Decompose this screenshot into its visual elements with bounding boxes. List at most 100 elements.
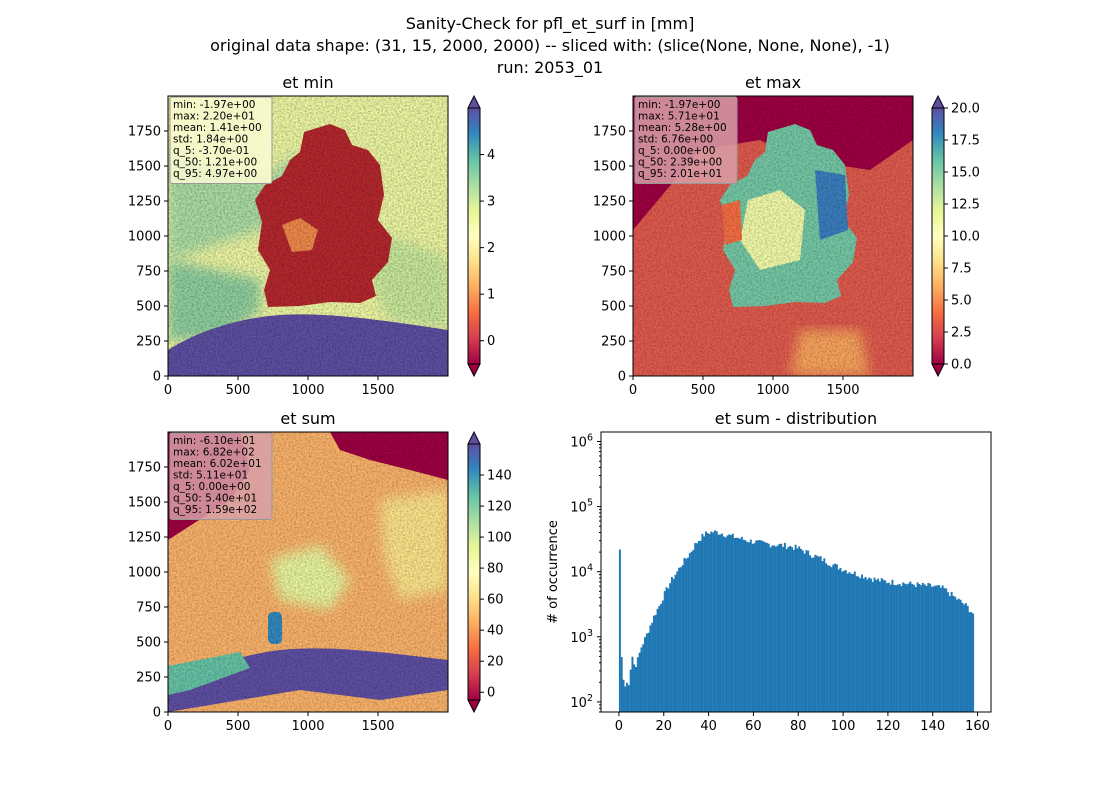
y-tick-label: 1250 <box>128 531 161 546</box>
colorbar-tick-label: 80 <box>487 562 504 577</box>
histogram-bar <box>631 656 634 712</box>
histogram-bar <box>803 553 806 712</box>
histogram-bar <box>694 543 697 712</box>
histogram-bar <box>844 570 847 712</box>
histogram-bar <box>932 586 935 712</box>
histogram-bar <box>724 537 727 712</box>
histogram-bar <box>939 587 942 712</box>
histogram-bar <box>740 536 743 712</box>
histogram-bar <box>767 543 770 712</box>
histogram-bar <box>791 547 794 712</box>
x-tick-label: 40 <box>700 719 717 734</box>
y-tick-base: 10 <box>570 631 587 646</box>
histogram-bar <box>918 583 921 712</box>
histogram-bar <box>878 581 881 712</box>
histogram-bar <box>635 666 638 712</box>
x-tick-label: 160 <box>965 719 990 734</box>
x-tick-label: 120 <box>875 719 900 734</box>
histogram-bar <box>950 591 953 712</box>
x-tick-label: 1500 <box>361 719 394 734</box>
histogram-bar <box>905 584 908 712</box>
heatmap-et-max-title: et max <box>745 73 801 92</box>
histogram-bar <box>809 555 811 712</box>
histogram-bar <box>697 540 700 712</box>
y-tick-label: 102 <box>570 693 593 711</box>
colorbar-tick-label: 4 <box>487 148 495 163</box>
histogram-bar <box>835 564 838 712</box>
histogram-et-sum-distribution: et sum - distribution 0 20 40 60 80 100 120 140… <box>546 409 992 734</box>
stats-line: q_50: 2.39e+00 <box>638 157 722 169</box>
histogram-bar <box>850 573 853 712</box>
colorbar-tick-label: 12.5 <box>951 198 980 213</box>
histogram-bar <box>757 540 759 712</box>
histogram-bar <box>692 549 695 712</box>
colorbar-tick-label: 40 <box>487 624 504 639</box>
histogram-bar <box>819 556 822 712</box>
y-tick-label: 750 <box>136 601 161 616</box>
colorbar-tick-label: 1 <box>487 288 495 303</box>
histogram-bar <box>961 602 964 712</box>
y-tick-exponent: 6 <box>587 433 593 444</box>
stats-line: q_95: 4.97e+00 <box>173 168 257 180</box>
x-tick-label: 500 <box>226 719 251 734</box>
histogram-bar <box>925 585 928 712</box>
x-tick-label: 1000 <box>756 383 789 398</box>
histogram-bar <box>733 537 736 712</box>
histogram-bar <box>810 557 813 712</box>
histogram-bar <box>701 533 704 712</box>
colorbar-extend-min <box>467 363 481 378</box>
histogram-bar <box>792 549 795 712</box>
histogram-bar <box>841 571 844 712</box>
y-tick-label: 1000 <box>128 230 161 245</box>
stats-line: q_50: 1.21e+00 <box>173 157 257 169</box>
histogram-bar <box>817 556 820 712</box>
histogram-bar <box>751 543 754 712</box>
histogram-bar <box>956 599 958 712</box>
y-tick-base: 10 <box>570 501 587 516</box>
histogram-bar <box>771 545 774 712</box>
y-tick-label: 1250 <box>593 195 626 210</box>
histogram-bar <box>649 625 652 712</box>
histogram-bar <box>672 578 675 712</box>
y-tick-label: 1000 <box>128 566 161 581</box>
x-tick-label: 0 <box>629 383 637 398</box>
histogram-bar <box>627 685 630 712</box>
histogram-bar <box>855 576 858 712</box>
histogram-bar <box>663 591 666 712</box>
x-tick-label: 500 <box>691 383 716 398</box>
stats-line: min: -1.97e+00 <box>173 99 255 111</box>
stats-line: mean: 1.41e+00 <box>173 122 262 134</box>
histogram-bar <box>776 545 779 712</box>
histogram-bar <box>947 592 950 712</box>
histogram-bar <box>943 588 946 712</box>
histogram-bar <box>800 548 802 712</box>
histogram-bar <box>669 583 672 712</box>
histogram-bar <box>739 538 742 712</box>
histogram-bar <box>923 584 926 712</box>
histogram-bar <box>882 579 885 712</box>
histogram-bar <box>909 581 912 712</box>
heatmap-et-sum-title: et sum <box>280 409 335 428</box>
histogram-bar <box>713 530 716 712</box>
histogram-bar <box>966 605 969 712</box>
histogram-bar <box>826 565 829 712</box>
colorbar-tick-label: 7.5 <box>951 262 972 277</box>
y-tick-label: 1000 <box>593 230 626 245</box>
y-tick-label: 0 <box>153 370 161 385</box>
stats-line: std: 5.11e+01 <box>173 470 248 482</box>
stats-line: q_5: -3.70e-01 <box>173 145 249 157</box>
histogram-bar <box>816 555 819 712</box>
colorbar-frame <box>467 443 481 701</box>
histogram-bar <box>796 548 799 712</box>
histogram-bar <box>875 580 878 712</box>
histogram-bar <box>760 540 763 712</box>
stats-line: max: 2.20e+01 <box>173 111 255 123</box>
histogram-bar <box>699 540 702 712</box>
heatmap-et-min-title: et min <box>282 73 333 92</box>
histogram-bar <box>866 579 869 712</box>
histogram-bar <box>965 603 967 712</box>
histogram-bar <box>636 657 639 712</box>
histogram-bar <box>862 578 865 712</box>
histogram-bar <box>764 542 767 712</box>
histogram-bar <box>645 633 648 712</box>
